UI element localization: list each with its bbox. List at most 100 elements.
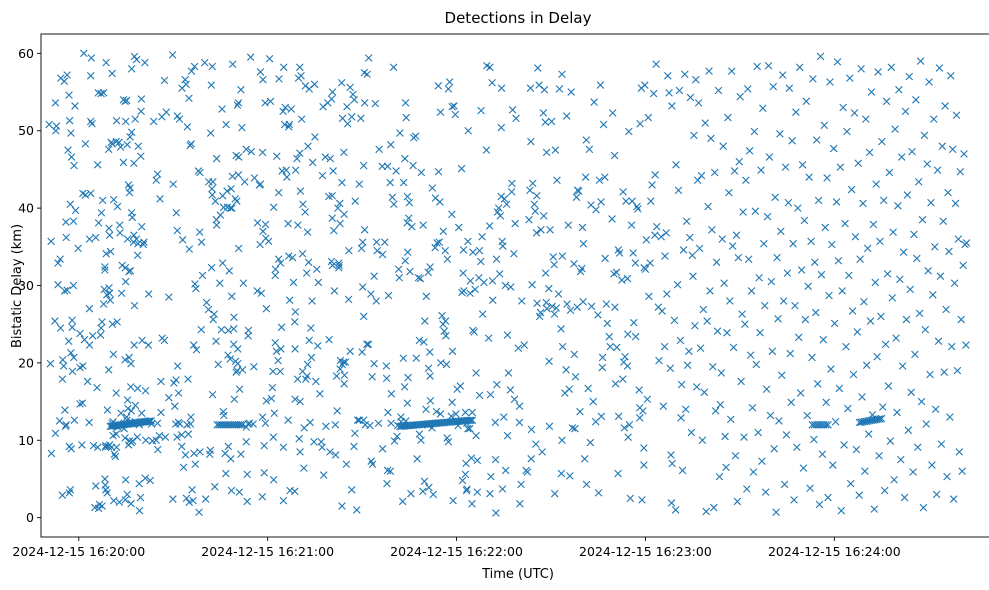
data-point [799,464,808,472]
data-point [871,278,880,287]
data-point [779,297,788,305]
data-point [614,412,623,421]
plot-frame [40,33,989,538]
data-point [325,335,333,344]
data-point [855,491,863,500]
data-point [140,238,148,246]
data-point [338,178,346,187]
data-point [233,345,242,353]
data-point [147,417,155,425]
data-point [693,176,702,185]
y-tick-label: 60 [18,46,34,61]
data-point [909,468,917,476]
data-point [419,487,427,496]
data-point [660,342,669,351]
data-point [793,443,801,452]
data-point [517,297,526,305]
data-point [128,213,137,222]
data-point [68,316,76,325]
data-point [942,305,950,314]
data-point [127,407,136,415]
data-point [181,451,190,459]
data-point [839,103,847,112]
data-point [314,278,323,287]
data-point [137,152,145,161]
data-point [45,120,53,129]
x-tick-label: 2024-12-15 16:24:00 [768,544,901,559]
data-point [792,108,800,116]
data-point [204,305,213,314]
data-point [426,263,434,271]
data-point [404,373,412,382]
data-point [226,355,234,363]
data-point [130,159,138,168]
data-point [249,420,257,428]
data-point [435,238,444,246]
data-point [931,405,940,414]
data-point [504,369,513,377]
data-point [250,174,259,182]
data-point [88,119,96,128]
data-point [641,81,649,89]
data-point [743,85,752,93]
data-point [112,116,121,125]
data-point [938,142,947,150]
data-point [598,363,607,372]
data-point [345,246,353,255]
data-point [572,193,581,202]
data-point [318,443,326,452]
data-point [772,508,780,517]
data-point [537,225,545,234]
data-point [642,236,651,244]
data-point [620,424,629,432]
data-point [914,178,923,186]
data-point [328,214,336,222]
data-point [183,123,192,131]
chart-title: Detections in Delay [445,9,592,27]
data-point [667,451,675,459]
data-point [770,444,778,453]
data-point [874,68,882,76]
data-point [97,89,105,98]
data-point [93,383,101,392]
data-point [699,305,708,314]
data-point [399,354,408,363]
data-point [746,351,755,359]
x-tick-label: 2024-12-15 16:20:00 [12,544,145,559]
data-point [265,54,274,63]
data-point [787,398,795,407]
data-point [612,268,621,277]
data-point [924,267,932,275]
data-point [305,336,314,345]
data-point [624,433,632,441]
data-point [366,421,374,430]
data-point [511,219,519,228]
data-point [201,495,210,503]
data-point [422,405,430,414]
data-point [729,343,738,352]
data-point [749,468,758,476]
data-point [380,238,389,246]
data-point [402,113,410,122]
data-point [525,215,533,224]
data-point [383,162,392,171]
data-point [436,108,445,116]
data-point [478,310,487,318]
data-point [934,337,943,346]
data-point [289,278,298,287]
data-point [488,277,497,285]
data-point [882,97,891,106]
data-point [723,328,731,337]
data-point [358,348,366,356]
data-point [244,326,253,335]
data-point [726,297,734,305]
data-point [921,325,930,334]
data-point [54,259,62,267]
data-point [295,63,304,72]
data-point [303,372,311,380]
data-point [751,207,760,215]
data-point [818,450,827,458]
data-point [132,55,141,64]
data-point [91,482,100,490]
data-point [703,317,711,325]
